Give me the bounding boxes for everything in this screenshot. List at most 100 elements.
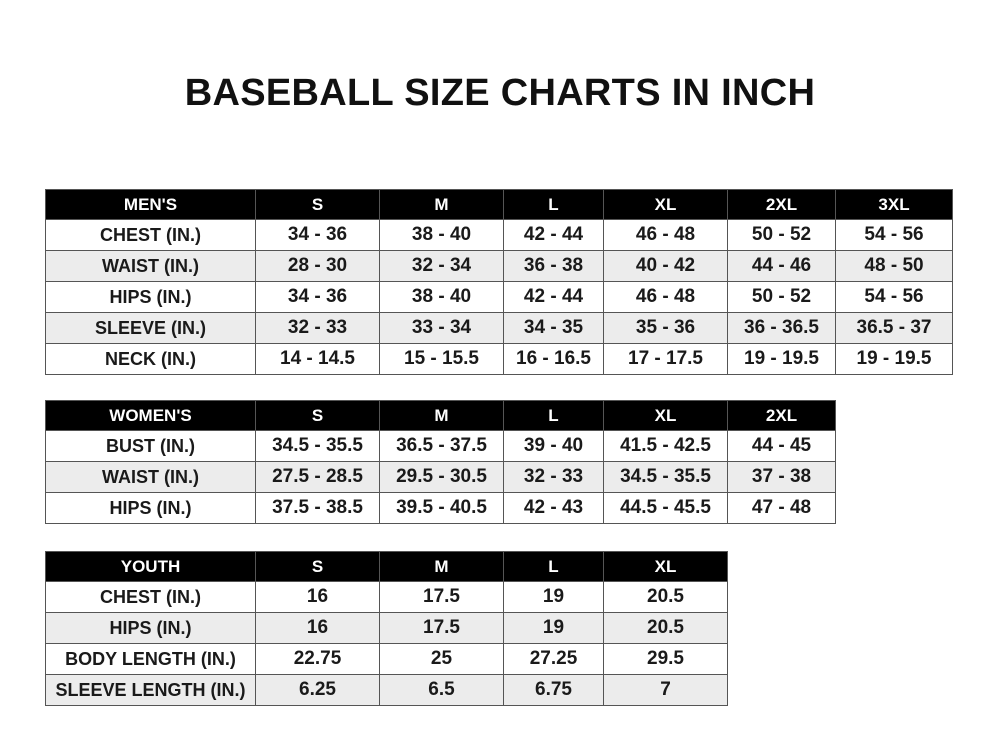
table-row: CHEST (IN.) 16 17.5 19 20.5 — [45, 581, 728, 613]
category-header: YOUTH — [45, 551, 256, 582]
size-value: 46 - 48 — [603, 219, 728, 251]
size-value: 29.5 - 30.5 — [379, 461, 504, 493]
size-value: 32 - 33 — [255, 312, 380, 344]
size-value: 36 - 36.5 — [727, 312, 836, 344]
size-value: 6.5 — [379, 674, 504, 706]
youth-size-table: YOUTH S M L XL CHEST (IN.) 16 17.5 19 20.5 HIPS (I… — [45, 551, 728, 706]
size-value: 36.5 - 37.5 — [379, 430, 504, 462]
size-value: 54 - 56 — [835, 219, 953, 251]
size-header: M — [379, 400, 504, 431]
size-value: 46 - 48 — [603, 281, 728, 313]
table-row: NECK (IN.) 14 - 14.5 15 - 15.5 16 - 16.5 17 … — [45, 343, 953, 375]
header-row: YOUTH S M L XL — [45, 551, 728, 582]
measurement-label: WAIST (IN.) — [45, 461, 256, 493]
size-value: 15 - 15.5 — [379, 343, 504, 375]
size-value: 39 - 40 — [503, 430, 604, 462]
measurement-label: WAIST (IN.) — [45, 250, 256, 282]
size-value: 27.25 — [503, 643, 604, 675]
size-value: 36.5 - 37 — [835, 312, 953, 344]
size-value: 6.75 — [503, 674, 604, 706]
table-row: WAIST (IN.) 28 - 30 32 - 34 36 - 38 40 - 42 4… — [45, 250, 953, 282]
womens-size-table: WOMEN'S S M L XL 2XL BUST (IN.) 34.5 - 35.5 36.5… — [45, 400, 836, 524]
size-value: 19 — [503, 612, 604, 644]
size-header: S — [255, 551, 380, 582]
size-header: XL — [603, 551, 728, 582]
size-value: 20.5 — [603, 581, 728, 613]
size-value: 44 - 46 — [727, 250, 836, 282]
table-row: HIPS (IN.) 34 - 36 38 - 40 42 - 44 46 - 48 50… — [45, 281, 953, 313]
measurement-label: HIPS (IN.) — [45, 281, 256, 313]
size-value: 17 - 17.5 — [603, 343, 728, 375]
size-value: 19 — [503, 581, 604, 613]
size-value: 50 - 52 — [727, 219, 836, 251]
size-value: 34 - 35 — [503, 312, 604, 344]
size-header: M — [379, 189, 504, 220]
size-value: 34 - 36 — [255, 281, 380, 313]
size-value: 20.5 — [603, 612, 728, 644]
size-value: 37 - 38 — [727, 461, 836, 493]
size-value: 17.5 — [379, 612, 504, 644]
size-header: XL — [603, 400, 728, 431]
table-row: CHEST (IN.) 34 - 36 38 - 40 42 - 44 46 - 48 5… — [45, 219, 953, 251]
header-row: WOMEN'S S M L XL 2XL — [45, 400, 836, 431]
size-header: 2XL — [727, 400, 836, 431]
size-value: 19 - 19.5 — [835, 343, 953, 375]
measurement-label: HIPS (IN.) — [45, 492, 256, 524]
size-value: 44 - 45 — [727, 430, 836, 462]
table-row: HIPS (IN.) 37.5 - 38.5 39.5 - 40.5 42 - 43 4… — [45, 492, 836, 524]
size-header: M — [379, 551, 504, 582]
table-row: BODY LENGTH (IN.) 22.75 25 27.25 29.5 — [45, 643, 728, 675]
size-value: 34.5 - 35.5 — [255, 430, 380, 462]
size-header: XL — [603, 189, 728, 220]
measurement-label: CHEST (IN.) — [45, 581, 256, 613]
size-value: 44.5 - 45.5 — [603, 492, 728, 524]
size-value: 6.25 — [255, 674, 380, 706]
size-value: 7 — [603, 674, 728, 706]
size-value: 28 - 30 — [255, 250, 380, 282]
table-row: WAIST (IN.) 27.5 - 28.5 29.5 - 30.5 32 - 33… — [45, 461, 836, 493]
size-value: 41.5 - 42.5 — [603, 430, 728, 462]
table-row: SLEEVE (IN.) 32 - 33 33 - 34 34 - 35 35 - 36… — [45, 312, 953, 344]
measurement-label: CHEST (IN.) — [45, 219, 256, 251]
page-title: BASEBALL SIZE CHARTS IN INCH — [184, 72, 816, 114]
header-row: MEN'S S M L XL 2XL 3XL — [45, 189, 953, 220]
size-value: 38 - 40 — [379, 281, 504, 313]
size-value: 32 - 34 — [379, 250, 504, 282]
size-value: 42 - 44 — [503, 281, 604, 313]
measurement-label: SLEEVE (IN.) — [45, 312, 256, 344]
category-header: WOMEN'S — [45, 400, 256, 431]
measurement-label: SLEEVE LENGTH (IN.) — [45, 674, 256, 706]
size-value: 34 - 36 — [255, 219, 380, 251]
size-value: 35 - 36 — [603, 312, 728, 344]
measurement-label: BODY LENGTH (IN.) — [45, 643, 256, 675]
size-value: 19 - 19.5 — [727, 343, 836, 375]
size-value: 29.5 — [603, 643, 728, 675]
size-value: 50 - 52 — [727, 281, 836, 313]
size-value: 42 - 43 — [503, 492, 604, 524]
size-value: 36 - 38 — [503, 250, 604, 282]
size-header: L — [503, 551, 604, 582]
size-value: 38 - 40 — [379, 219, 504, 251]
size-value: 25 — [379, 643, 504, 675]
size-header: 2XL — [727, 189, 836, 220]
table-row: HIPS (IN.) 16 17.5 19 20.5 — [45, 612, 728, 644]
table-row: SLEEVE LENGTH (IN.) 6.25 6.5 6.75 7 — [45, 674, 728, 706]
size-header: S — [255, 400, 380, 431]
size-value: 42 - 44 — [503, 219, 604, 251]
size-value: 37.5 - 38.5 — [255, 492, 380, 524]
measurement-label: BUST (IN.) — [45, 430, 256, 462]
size-header: S — [255, 189, 380, 220]
size-value: 39.5 - 40.5 — [379, 492, 504, 524]
measurement-label: NECK (IN.) — [45, 343, 256, 375]
size-value: 27.5 - 28.5 — [255, 461, 380, 493]
size-value: 40 - 42 — [603, 250, 728, 282]
size-value: 48 - 50 — [835, 250, 953, 282]
size-value: 54 - 56 — [835, 281, 953, 313]
size-value: 33 - 34 — [379, 312, 504, 344]
mens-size-table: MEN'S S M L XL 2XL 3XL CHEST (IN.) 34 - 36 38 - 4… — [45, 189, 953, 375]
size-header: 3XL — [835, 189, 953, 220]
size-header: L — [503, 189, 604, 220]
size-value: 14 - 14.5 — [255, 343, 380, 375]
size-value: 17.5 — [379, 581, 504, 613]
size-value: 16 - 16.5 — [503, 343, 604, 375]
